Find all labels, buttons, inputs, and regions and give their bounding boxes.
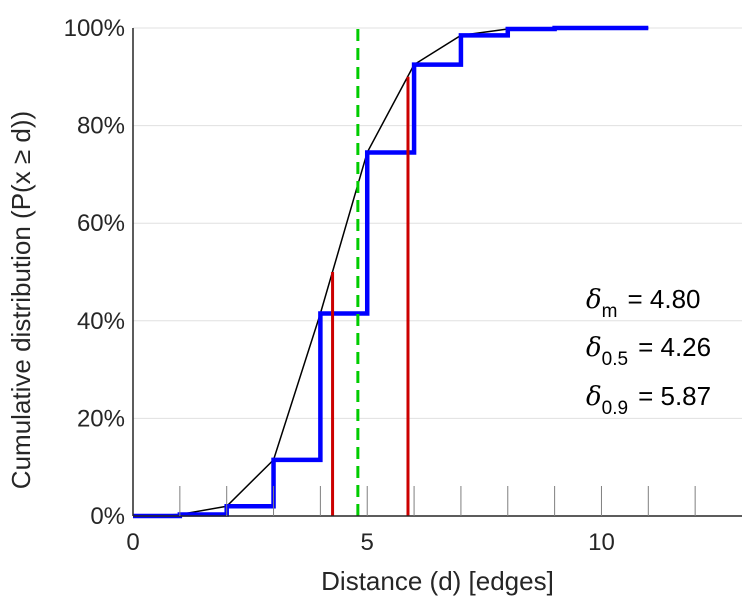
mean-annotation: δm = 4.80 <box>586 284 701 322</box>
p90-annotation: δ0.9 = 5.87 <box>586 381 711 419</box>
delta-symbol: δ <box>586 333 602 363</box>
value: = 5.87 <box>638 381 711 411</box>
subscript: m <box>602 301 618 322</box>
value: = 4.80 <box>627 284 700 314</box>
x-axis-title: Distance (d) [edges] <box>321 566 554 596</box>
subscript: 0.5 <box>602 349 628 370</box>
statistics-annotations: δm = 4.80 δ0.5 = 4.26 δ0.9 = 5.87 <box>586 284 711 419</box>
delta-symbol: δ <box>586 382 602 412</box>
subscript: 0.9 <box>602 398 628 419</box>
plot-area <box>132 25 649 519</box>
y-tick-label: 80% <box>77 113 125 140</box>
grid <box>133 27 742 419</box>
axes <box>132 28 742 517</box>
y-tick-label: 60% <box>77 210 125 237</box>
y-axis-title: Cumulative distribution (P(x ≥ d)) <box>6 111 36 489</box>
y-tick-label: 0% <box>90 503 125 530</box>
value: = 4.26 <box>638 332 711 362</box>
x-tick-label: 0 <box>126 529 139 556</box>
smooth-cdf-line <box>132 27 649 517</box>
y-tick-label: 100% <box>64 15 125 42</box>
x-tick-label: 5 <box>361 529 374 556</box>
step-cdf-line <box>133 25 649 519</box>
y-tick-label: 40% <box>77 308 125 335</box>
delta-symbol: δ <box>586 285 602 315</box>
median-annotation: δ0.5 = 4.26 <box>586 332 711 370</box>
ticks: 0% 20% 40% 60% 80% 100% 0 5 10 <box>64 15 696 556</box>
x-tick-label: 10 <box>588 529 615 556</box>
y-tick-label: 20% <box>77 405 125 432</box>
